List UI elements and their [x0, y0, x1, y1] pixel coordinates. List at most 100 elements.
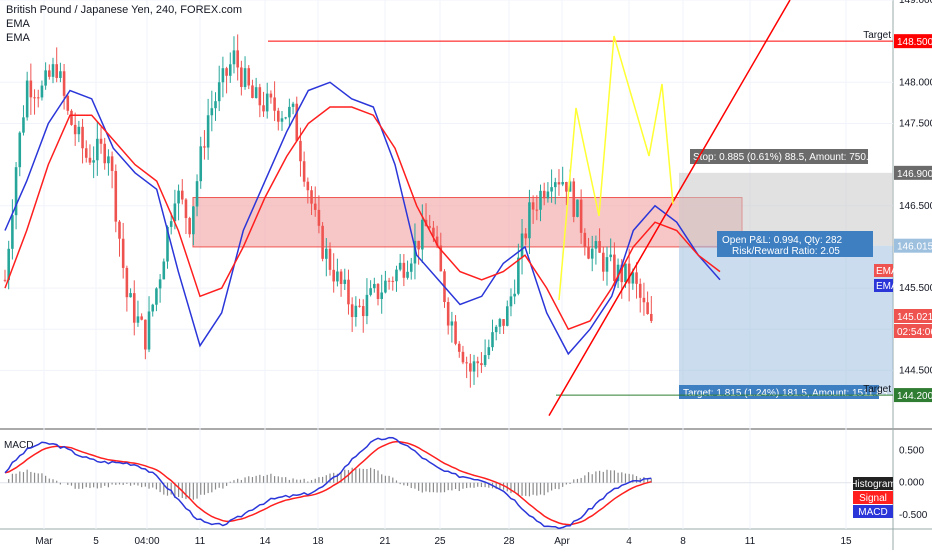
- indicator-label-ema-1[interactable]: EMA: [6, 18, 30, 30]
- candle-body: [528, 202, 531, 239]
- candle-body: [228, 64, 232, 76]
- candle-body: [406, 271, 409, 278]
- candle-body: [51, 64, 55, 77]
- time-tick-label: 5: [93, 536, 99, 547]
- candle-body: [502, 319, 505, 326]
- time-tick-label: 28: [503, 536, 515, 547]
- target-level-label: Target: [863, 384, 891, 395]
- candle-body: [553, 182, 557, 188]
- candle-body: [155, 288, 158, 305]
- candle-body: [513, 293, 516, 297]
- indicator-label-ema-2[interactable]: EMA: [6, 32, 30, 44]
- candle-body: [18, 132, 22, 168]
- candle-body: [121, 238, 125, 268]
- candle-body: [361, 306, 365, 317]
- price-tick-label: 145.500: [899, 283, 932, 294]
- candle-body: [358, 305, 361, 307]
- candle-body: [288, 106, 291, 118]
- candle-body: [391, 280, 395, 282]
- open-pnl-box: [717, 231, 873, 257]
- candle-body: [472, 361, 476, 372]
- candle-body: [225, 68, 228, 76]
- candle-body: [572, 181, 576, 217]
- candle-body: [273, 97, 276, 111]
- price-tick-label: 147.500: [899, 118, 932, 129]
- candle-body: [491, 332, 494, 348]
- open-pnl-label: Open P&L: 0.994, Qty: 282: [722, 235, 843, 246]
- candle-body: [557, 182, 561, 185]
- candle-body: [210, 108, 214, 116]
- candle-body: [650, 313, 653, 321]
- candle-body: [217, 82, 221, 102]
- candle-body: [380, 292, 383, 299]
- time-tick-label: 8: [680, 536, 686, 547]
- macd-title: MACD: [4, 440, 33, 451]
- candle-body: [59, 71, 62, 78]
- candle-body: [243, 68, 247, 87]
- candle-body: [476, 361, 480, 364]
- candle-body: [158, 279, 162, 289]
- time-tick-label: 4: [626, 536, 632, 547]
- symbol-title: British Pound / Japanese Yen, 240, FOREX…: [6, 4, 243, 16]
- ema-fast-tag: EMA: [876, 281, 898, 292]
- candle-body: [517, 257, 520, 294]
- candle-body: [125, 267, 129, 298]
- ema-slow-tag: EMA: [876, 266, 898, 277]
- stop-price-tag: 146.900: [897, 169, 932, 180]
- candle-body: [376, 283, 380, 299]
- current-price-tag-box: [894, 309, 932, 323]
- candle-body: [251, 85, 254, 98]
- price-tick-label: 146.500: [899, 201, 932, 212]
- candle-body: [140, 316, 143, 320]
- stop-price-tag-box: [894, 165, 932, 180]
- candle-body: [144, 319, 147, 350]
- candle-body: [206, 115, 210, 148]
- candle-body: [432, 227, 435, 237]
- ema-lines: [4, 81, 721, 356]
- candle-body: [55, 64, 58, 78]
- candle-body: [214, 101, 217, 109]
- candle-body: [195, 181, 199, 207]
- entry-price-tag-box: [894, 238, 932, 253]
- time-axis: Mar 5 04:00 11 14 18 21 25 28 Apr 4 8 11 15: [35, 536, 852, 547]
- candle-body: [613, 254, 616, 281]
- macd-tick-label: -0.500: [899, 510, 928, 521]
- candle-body: [81, 126, 84, 149]
- candle-body: [129, 293, 132, 298]
- candle-body: [413, 240, 417, 264]
- time-tick-label: 25: [434, 536, 446, 547]
- candle-body: [107, 156, 110, 164]
- candle-body: [277, 110, 280, 122]
- candle-body: [240, 67, 243, 87]
- candle-body: [7, 248, 10, 281]
- macd-tick-label: 0.500: [899, 445, 924, 456]
- candle-body: [642, 297, 646, 303]
- candle-body: [494, 326, 498, 333]
- candle-body: [177, 190, 180, 204]
- candle-body: [103, 143, 107, 164]
- candle-body: [254, 87, 258, 98]
- time-tick-label: Mar: [35, 536, 53, 547]
- macd-tick-label: 0.000: [899, 478, 924, 489]
- stop-label-box: [690, 149, 868, 164]
- target-high-tag-box: [894, 34, 932, 49]
- candle-body: [627, 263, 631, 284]
- ema-fast-tag-box: [874, 279, 893, 292]
- macd-legend-label: Signal: [859, 493, 887, 504]
- candle-body: [3, 279, 7, 281]
- candle-body: [173, 203, 177, 222]
- candles: [3, 34, 653, 388]
- candle-body: [638, 283, 642, 298]
- candle-body: [620, 264, 624, 283]
- candle-body: [73, 124, 77, 135]
- candle-body: [192, 206, 195, 235]
- candle-body: [369, 288, 372, 295]
- candle-body: [118, 221, 121, 239]
- position-tool[interactable]: Stop: 0.885 (0.61%) 88.5, Amount: 750.43…: [679, 149, 893, 399]
- drawings[interactable]: [548, 0, 791, 417]
- candle-body: [609, 254, 612, 258]
- candle-body: [439, 245, 443, 272]
- candle-body: [22, 117, 25, 133]
